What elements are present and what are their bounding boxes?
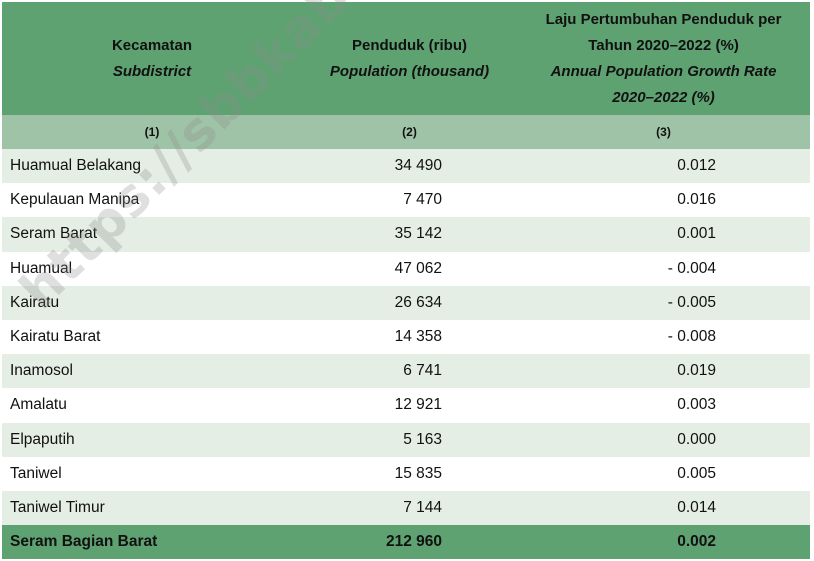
table-row: Taniwel Timur 7 144 0.014 xyxy=(2,490,810,526)
growth-value: 0.005 xyxy=(677,464,716,482)
header-subdistrict: Kecamatan Subdistrict xyxy=(2,33,302,85)
table-header: Kecamatan Subdistrict Penduduk (ribu) Po… xyxy=(2,2,810,115)
header-subdistrict-sub: Subdistrict xyxy=(112,62,192,80)
header-growth-label-1: Laju Pertumbuhan Penduduk per xyxy=(545,10,782,28)
subdistrict-name: Kairatu Barat xyxy=(10,328,101,346)
total-growth: 0.002 xyxy=(677,533,716,551)
header-growth-label-2: Tahun 2020–2022 (%) xyxy=(588,36,739,54)
table-row: Taniwel 15 835 0.005 xyxy=(2,457,810,491)
subdistrict-name: Inamosol xyxy=(10,362,73,380)
population-value: 6 741 xyxy=(403,362,442,380)
population-value: 15 835 xyxy=(394,464,442,482)
population-value: 5 163 xyxy=(403,430,442,448)
growth-value: 0.019 xyxy=(677,362,716,380)
total-population: 212 960 xyxy=(385,533,442,551)
subdistrict-name: Taniwel Timur xyxy=(10,498,105,516)
population-value: 26 634 xyxy=(394,293,442,311)
population-value: 12 921 xyxy=(394,396,442,414)
header-growth: Laju Pertumbuhan Penduduk per Tahun 2020… xyxy=(517,7,810,111)
column-number-2: (2) xyxy=(402,125,417,139)
population-value: 14 358 xyxy=(394,328,442,346)
subdistrict-name: Elpaputih xyxy=(10,430,75,448)
table-row: Kairatu Barat 14 358 - 0.008 xyxy=(2,320,810,354)
table-row: Seram Barat 35 142 0.001 xyxy=(2,217,810,252)
subdistrict-name: Amalatu xyxy=(10,396,67,414)
column-number-row: (1) (2) (3) xyxy=(2,115,810,149)
column-number-3: (3) xyxy=(656,125,671,139)
population-value: 34 490 xyxy=(394,157,442,175)
growth-value: - 0.004 xyxy=(667,259,716,277)
subdistrict-name: Kepulauan Manipa xyxy=(10,191,140,209)
header-growth-sub-1: Annual Population Growth Rate xyxy=(550,62,777,80)
growth-value: 0.014 xyxy=(677,498,716,516)
subdistrict-name: Huamual Belakang xyxy=(10,157,141,175)
table-row: Amalatu 12 921 0.003 xyxy=(2,388,810,422)
population-value: 7 470 xyxy=(403,191,442,209)
table-row: Kairatu 26 634 - 0.005 xyxy=(2,285,810,320)
total-name: Seram Bagian Barat xyxy=(10,533,158,551)
table-row: Kepulauan Manipa 7 470 0.016 xyxy=(2,183,810,217)
header-population-sub: Population (thousand) xyxy=(329,62,490,80)
subdistrict-name: Huamual xyxy=(10,259,73,277)
growth-value: 0.012 xyxy=(677,157,716,175)
subdistrict-name: Seram Barat xyxy=(10,225,98,243)
table-row: Elpaputih 5 163 0.000 xyxy=(2,422,810,457)
subdistrict-name: Taniwel xyxy=(10,464,62,482)
growth-value: 0.001 xyxy=(677,225,716,243)
header-subdistrict-label: Kecamatan xyxy=(111,36,193,54)
population-value: 35 142 xyxy=(394,225,442,243)
total-row: Seram Bagian Barat 212 960 0.002 xyxy=(2,525,810,560)
population-value: 47 062 xyxy=(394,259,442,277)
growth-value: 0.000 xyxy=(677,430,716,448)
growth-value: - 0.008 xyxy=(667,328,716,346)
table-row: Huamual 47 062 - 0.004 xyxy=(2,252,810,286)
header-population: Penduduk (ribu) Population (thousand) xyxy=(302,33,517,85)
growth-value: 0.003 xyxy=(677,396,716,414)
header-growth-sub-2: 2020–2022 (%) xyxy=(612,88,715,106)
header-population-label: Penduduk (ribu) xyxy=(352,36,467,54)
population-value: 7 144 xyxy=(403,498,442,516)
growth-value: - 0.005 xyxy=(667,293,716,311)
table-row: Inamosol 6 741 0.019 xyxy=(2,354,810,389)
growth-value: 0.016 xyxy=(677,191,716,209)
table-row: Huamual Belakang 34 490 0.012 xyxy=(2,149,810,184)
subdistrict-name: Kairatu xyxy=(10,293,60,311)
column-number-1: (1) xyxy=(144,125,160,139)
